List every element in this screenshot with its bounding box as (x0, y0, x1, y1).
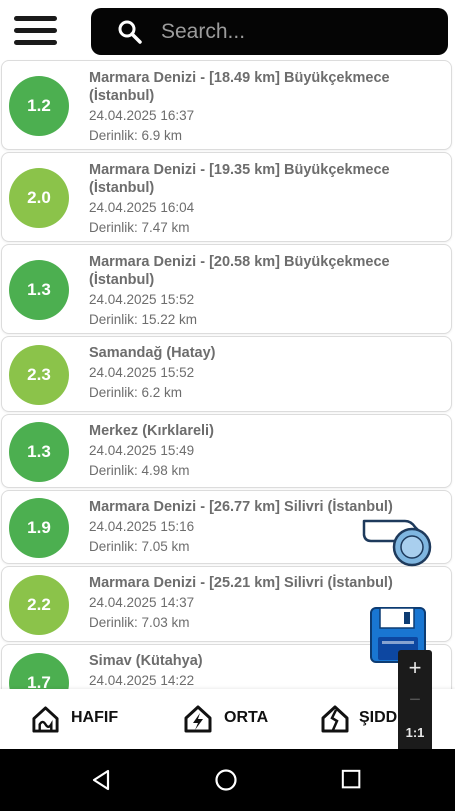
tab-siddetli[interactable]: ŞIDD (303, 689, 455, 749)
zoom-ratio-button[interactable]: 1:1 (398, 716, 432, 748)
datetime-text: 24.04.2025 14:22 (89, 672, 441, 689)
tab-hafif-label: HAFIF (71, 709, 118, 727)
earthquake-item[interactable]: 2.0 Marmara Denizi - [19.35 km] Büyükçekm… (1, 152, 452, 242)
zoom-in-button[interactable]: + (398, 652, 432, 684)
magnitude-badge: 1.7 (9, 653, 69, 689)
search-icon (117, 19, 143, 45)
magnitude-badge: 2.0 (9, 168, 69, 228)
location-title: Marmara Denizi - [19.35 km] Büyükçekmece… (89, 161, 441, 197)
depth-text: Derinlik: 4.98 km (89, 462, 441, 480)
home-icon[interactable] (214, 768, 238, 792)
location-title: Marmara Denizi - [18.49 km] Büyükçekmece… (89, 69, 441, 105)
location-title: Marmara Denizi - [20.58 km] Büyükçekmece… (89, 253, 441, 289)
tab-bar: HAFIF ORTA ŞIDD (0, 689, 455, 749)
earthquake-list[interactable]: 1.2 Marmara Denizi - [18.49 km] Büyükçekm… (0, 59, 455, 689)
datetime-text: 24.04.2025 15:52 (89, 291, 441, 309)
hamburger-menu-icon[interactable] (14, 12, 58, 48)
earthquake-item[interactable]: 1.3 Marmara Denizi - [20.58 km] Büyükçekm… (1, 244, 452, 334)
datetime-text: 24.04.2025 15:49 (89, 442, 441, 460)
location-title: Merkez (Kırklareli) (89, 422, 441, 440)
tab-orta[interactable]: ORTA (151, 689, 303, 749)
location-title: Marmara Denizi - [25.21 km] Silivri (İst… (89, 574, 441, 592)
magnitude-badge: 1.9 (9, 498, 69, 558)
magnitude-badge: 1.2 (9, 76, 69, 136)
tab-siddetli-label: ŞIDD (359, 709, 397, 727)
earthquake-item[interactable]: 1.3 Merkez (Kırklareli) 24.04.2025 15:49 De… (1, 414, 452, 488)
zoom-out-button[interactable]: − (398, 684, 432, 716)
magnitude-badge: 2.2 (9, 575, 69, 635)
search-input[interactable] (159, 14, 433, 50)
search-bar[interactable] (91, 8, 448, 55)
house-crack-icon (320, 704, 350, 734)
system-navigation-bar (0, 749, 455, 811)
magnitude-badge: 2.3 (9, 345, 69, 405)
depth-text: Derinlik: 15.22 km (89, 311, 441, 329)
earthquake-item[interactable]: 1.2 Marmara Denizi - [18.49 km] Büyükçekm… (1, 60, 452, 150)
magnitude-badge: 1.3 (9, 422, 69, 482)
house-wave-icon (31, 705, 60, 734)
recent-apps-icon[interactable] (341, 769, 363, 791)
tab-orta-label: ORTA (224, 709, 268, 727)
depth-text: Derinlik: 6.9 km (89, 127, 441, 145)
datetime-text: 24.04.2025 15:52 (89, 364, 441, 382)
tab-hafif[interactable]: HAFIF (0, 689, 151, 749)
location-title: Samandağ (Hatay) (89, 344, 441, 362)
depth-text: Derinlik: 6.2 km (89, 384, 441, 402)
datetime-text: 24.04.2025 16:04 (89, 199, 441, 217)
datetime-text: 24.04.2025 16:37 (89, 107, 441, 125)
top-bar (0, 0, 455, 60)
whistle-icon[interactable] (361, 517, 435, 567)
depth-text: Derinlik: 7.47 km (89, 219, 441, 237)
magnitude-badge: 1.3 (9, 260, 69, 320)
house-lightning-icon (183, 704, 213, 734)
location-title: Marmara Denizi - [26.77 km] Silivri (İst… (89, 498, 441, 516)
earthquake-item[interactable]: 2.3 Samandağ (Hatay) 24.04.2025 15:52 Derin… (1, 336, 452, 412)
back-icon[interactable] (89, 768, 113, 792)
